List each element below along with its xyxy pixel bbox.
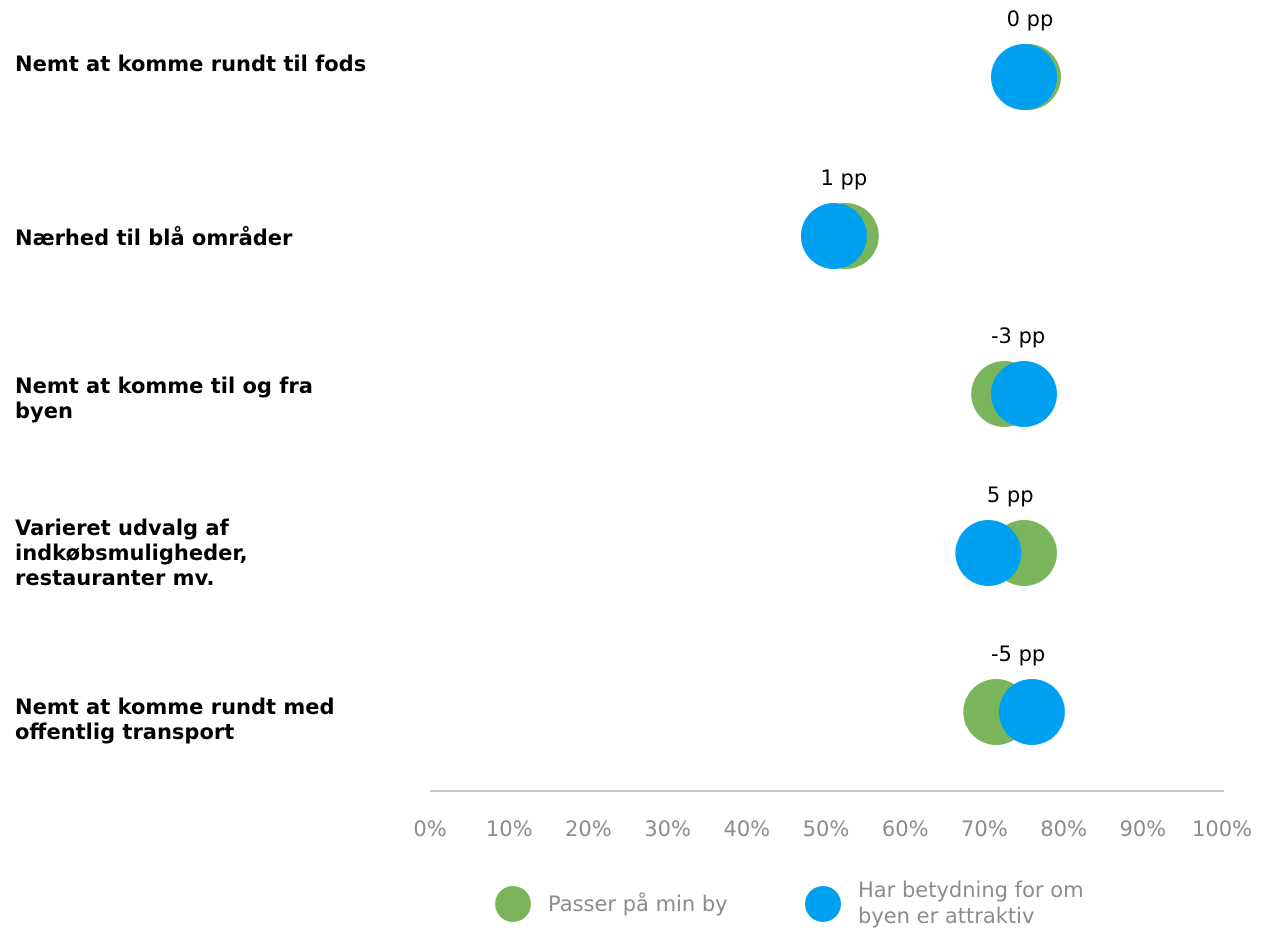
- difference-label: 5 pp: [987, 483, 1034, 507]
- x-tick-label: 20%: [565, 817, 612, 841]
- x-axis-ticks: 0% 10% 20% 30% 40% 50% 60% 70% 80% 90% 100%: [413, 817, 1252, 841]
- legend: Passer på min by Har betydning for om by…: [495, 876, 1195, 933]
- legend-label-passer: Passer på min by: [548, 892, 728, 916]
- x-tick-label: 30%: [644, 817, 691, 841]
- difference-label: -3 pp: [991, 324, 1045, 348]
- x-tick-label: 90%: [1119, 817, 1166, 841]
- category-label-1: Nærhed til blå områder: [15, 226, 293, 250]
- data-points: [800, 44, 1065, 745]
- category-label-3: Varieret udvalg af indkøbsmuligheder, re…: [15, 516, 248, 590]
- legend-blue-dot: [805, 886, 841, 922]
- legend-item-passer: Passer på min by: [495, 886, 728, 922]
- category-label-2: Nemt at komme til og fra byen: [15, 374, 313, 423]
- x-tick-label: 50%: [803, 817, 850, 841]
- difference-label: 1 pp: [821, 166, 868, 190]
- category-label-4: Nemt at komme rundt med offentlig transp…: [15, 695, 335, 744]
- betydning-point: [998, 679, 1065, 745]
- difference-labels: 0 pp 1 pp -3 pp 5 pp -5 pp: [821, 7, 1054, 666]
- x-tick-label: 10%: [486, 817, 533, 841]
- betydning-point: [991, 44, 1057, 110]
- difference-label: -5 pp: [991, 642, 1045, 666]
- x-tick-label: 0%: [413, 817, 446, 841]
- x-tick-label: 70%: [961, 817, 1008, 841]
- x-tick-label: 40%: [723, 817, 770, 841]
- x-tick-label: 80%: [1040, 817, 1087, 841]
- difference-label: 0 pp: [1007, 7, 1054, 31]
- x-tick-label: 60%: [882, 817, 929, 841]
- betydning-point: [991, 361, 1057, 427]
- legend-label-betydning: Har betydning for om byen er attraktiv: [858, 878, 1084, 928]
- betydning-point: [955, 520, 1022, 586]
- category-label-0: Nemt at komme rundt til fods: [15, 52, 367, 76]
- betydning-point: [800, 203, 867, 269]
- legend-green-dot: [495, 886, 531, 922]
- x-tick-label: 100%: [1192, 817, 1252, 841]
- legend-item-betydning: Har betydning for om byen er attraktiv: [805, 878, 1128, 929]
